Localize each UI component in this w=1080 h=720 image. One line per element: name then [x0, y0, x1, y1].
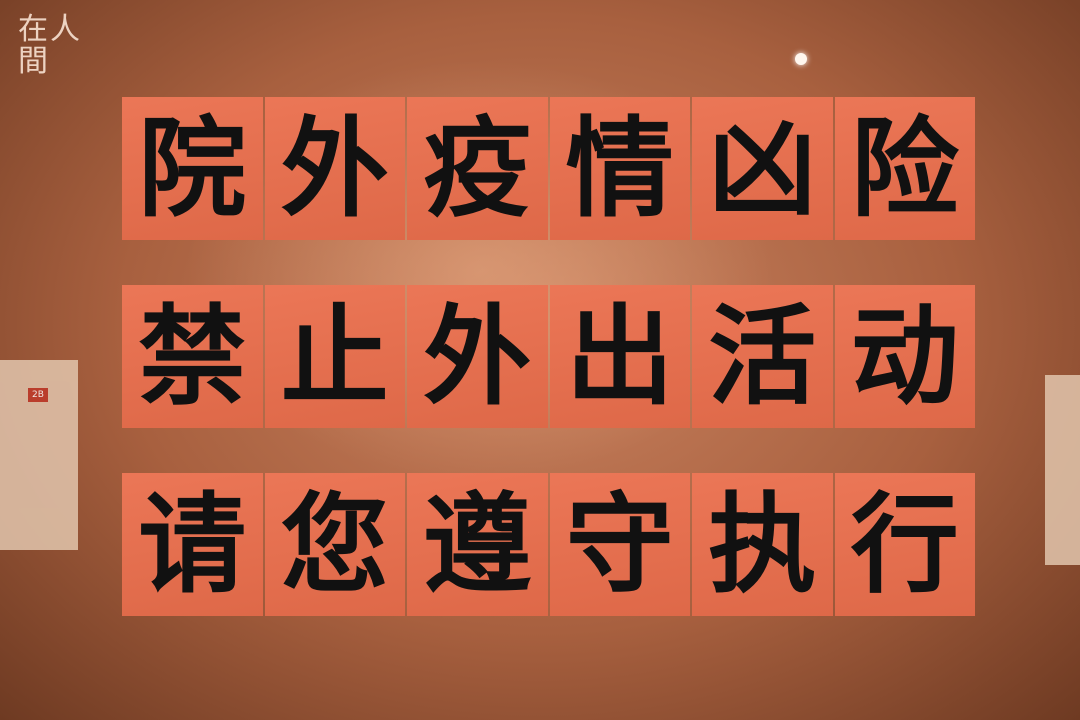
- sign-character: 禁: [122, 285, 263, 428]
- sign-character: 出: [549, 285, 690, 428]
- sign-character: 遵: [407, 473, 548, 616]
- light: [795, 53, 807, 65]
- sign-character: 请: [122, 473, 263, 616]
- sign-character: 守: [549, 473, 690, 616]
- sign-character: 情: [549, 97, 690, 240]
- sign-row: 院外疫情凶险: [122, 97, 975, 240]
- sign-character: 院: [122, 97, 263, 240]
- sign-character: 您: [264, 473, 405, 616]
- sign-character: 活: [692, 285, 833, 428]
- logo: 在人間: [18, 12, 82, 79]
- poster: [1045, 375, 1080, 565]
- sign-character: 疫: [407, 97, 548, 240]
- sign-character: 止: [264, 285, 405, 428]
- sign-row: 请您遵守执行: [122, 473, 975, 616]
- sign-character: 外: [264, 97, 405, 240]
- sign-character: 行: [834, 473, 975, 616]
- sign-character: 动: [834, 285, 975, 428]
- sign-character: 凶: [692, 97, 833, 240]
- poster: 2B: [0, 360, 78, 550]
- sign-character: 险: [834, 97, 975, 240]
- sign-character: 外: [407, 285, 548, 428]
- sign-row: 禁止外出活动: [122, 285, 975, 428]
- sign-character: 执: [692, 473, 833, 616]
- poster-label: 2B: [28, 388, 48, 402]
